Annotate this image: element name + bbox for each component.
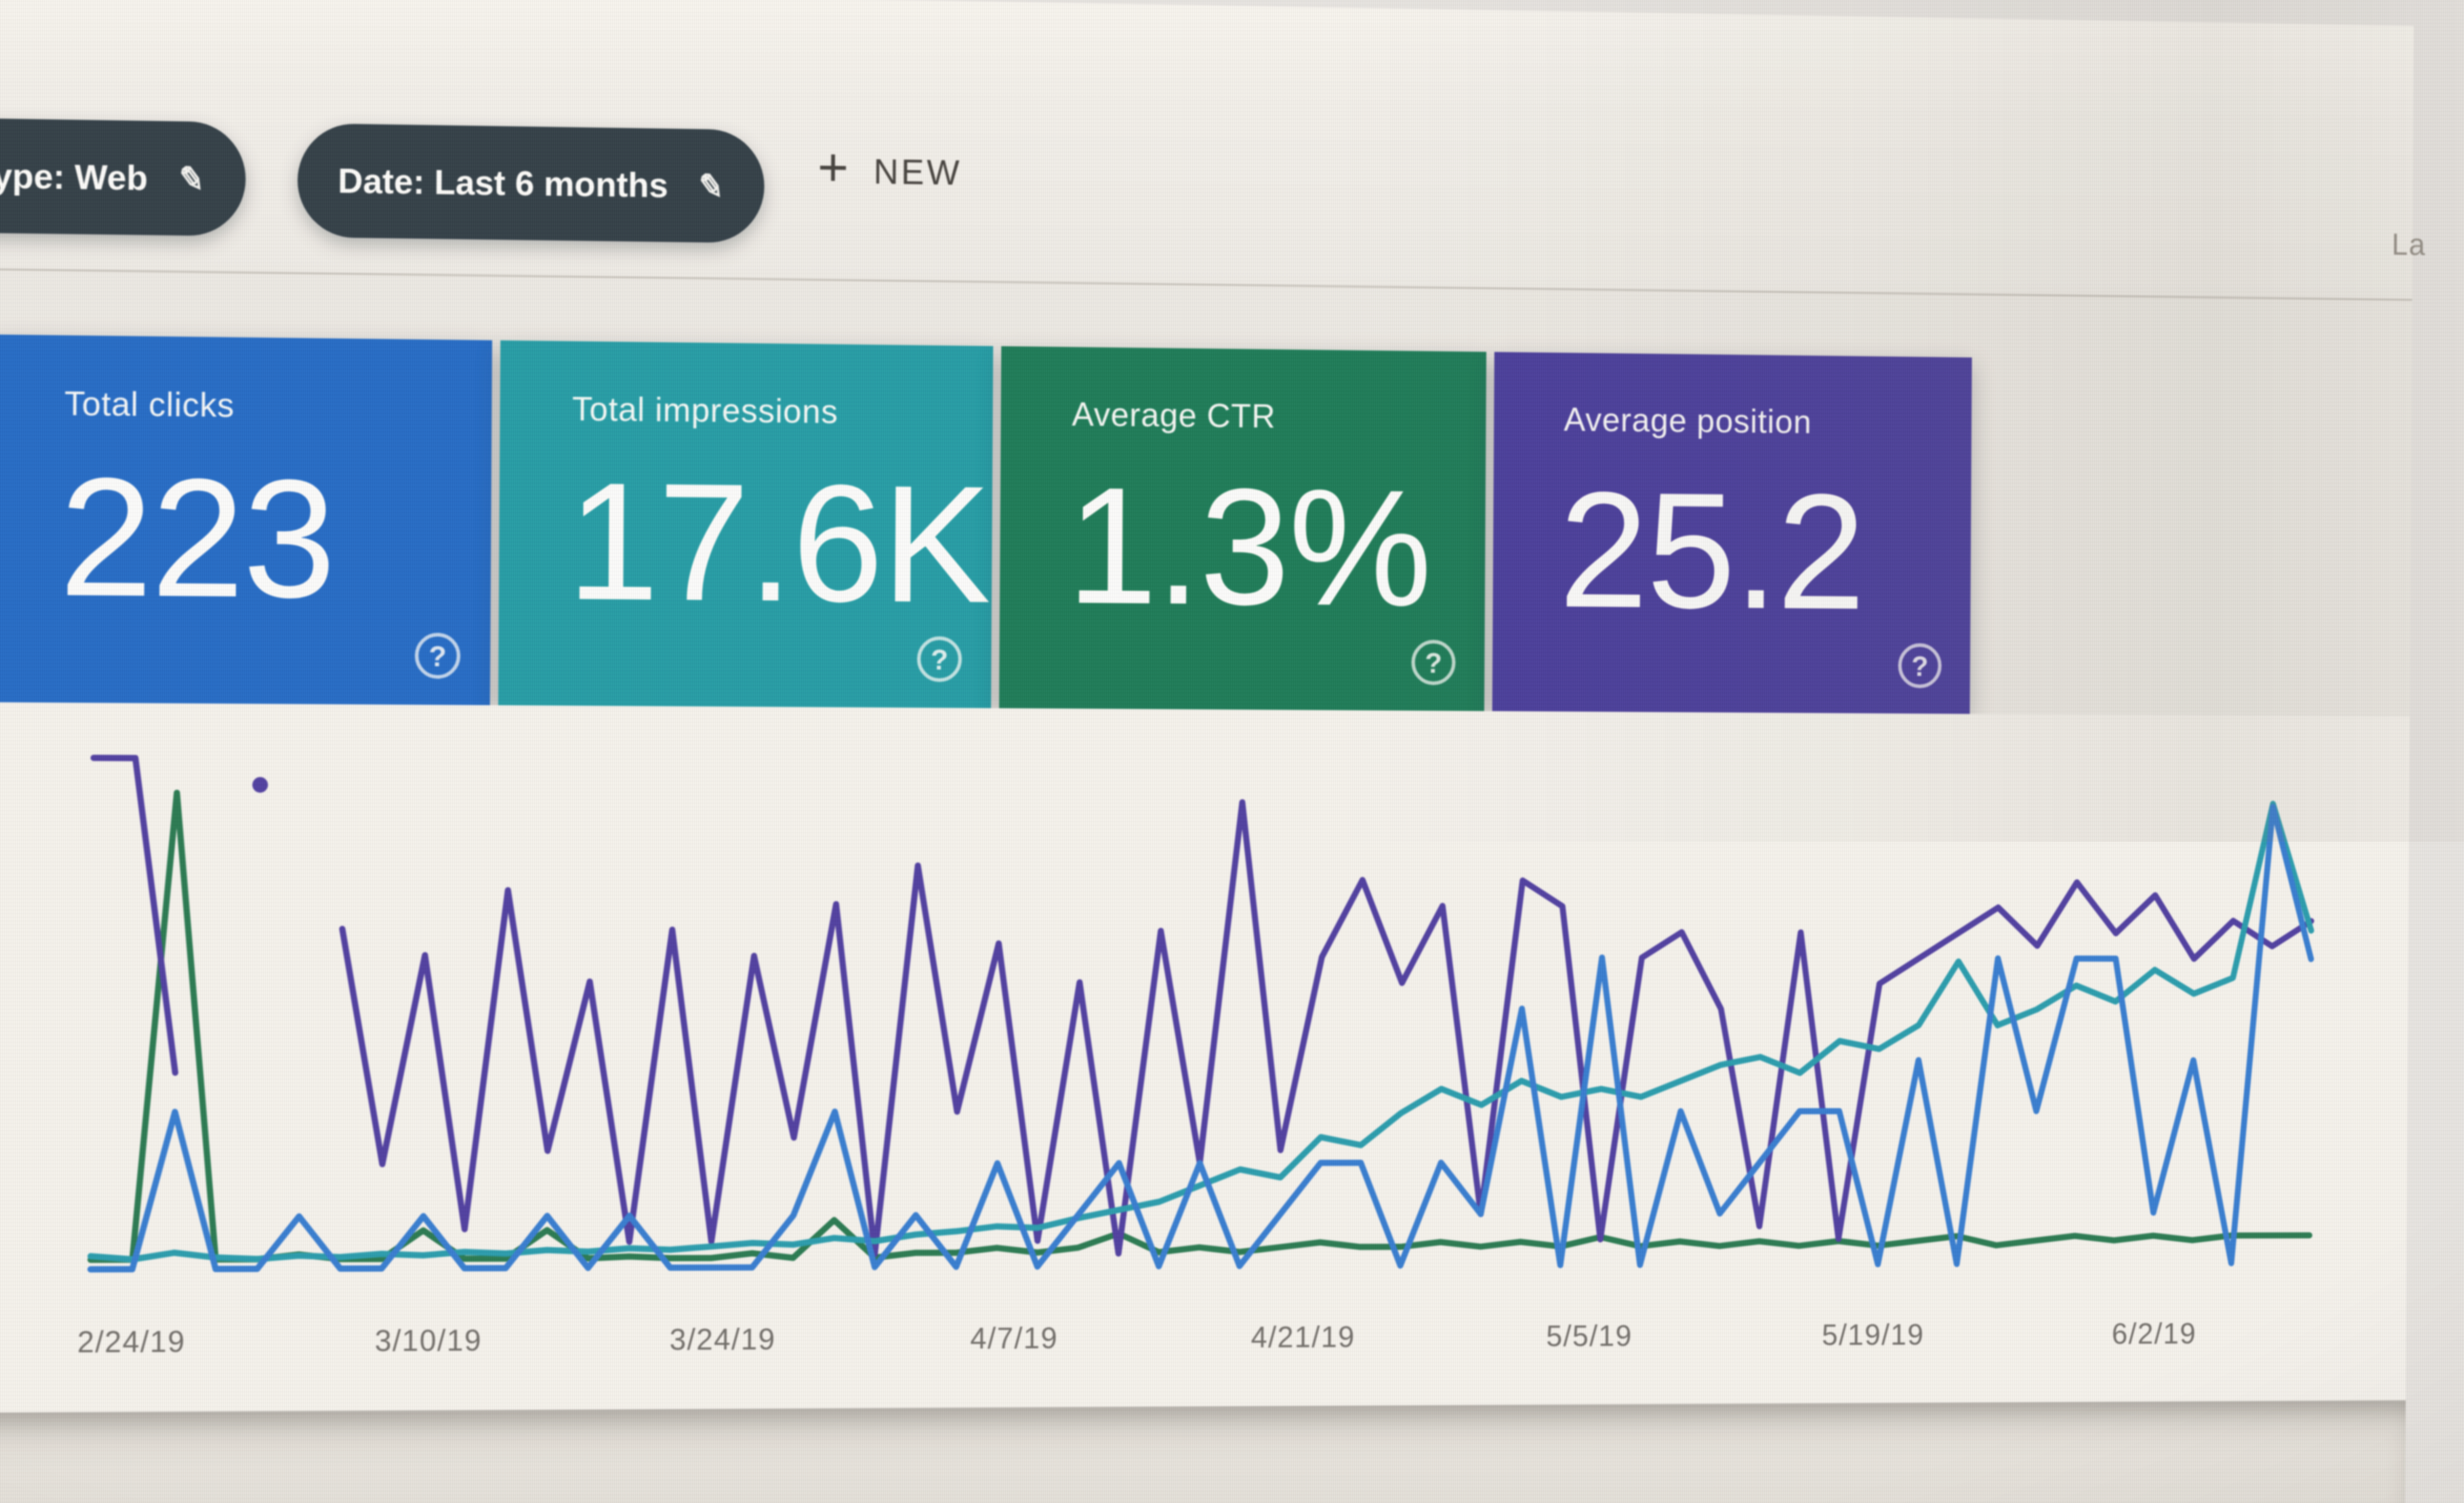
help-icon[interactable]: ? [1411, 640, 1456, 685]
x-axis-label: 3/24/19 [669, 1322, 776, 1357]
clicks-line [90, 797, 2312, 1269]
card-label: Total impressions [572, 389, 838, 430]
help-icon[interactable]: ? [1898, 643, 1942, 688]
ctr-line [90, 792, 2312, 1260]
edit-icon[interactable]: ✎ [695, 167, 727, 207]
filter-chips: type: Web ✎ Date: Last 6 months ✎ [0, 118, 765, 243]
summary-card-position[interactable]: Average position 25.2? [1492, 352, 1972, 714]
card-value: 1.3% [1066, 452, 1431, 641]
x-axis-label: 5/19/19 [1821, 1318, 1925, 1352]
summary-card-clicks[interactable]: Total clicks 223? [0, 334, 492, 705]
filter-chip-search-type[interactable]: type: Web ✎ [0, 118, 246, 236]
card-label: Average CTR [1072, 395, 1276, 435]
x-axis-label: 6/2/19 [2111, 1317, 2197, 1351]
impressions-line [90, 794, 2312, 1260]
summary-cards-row: Total clicks 223? Total impressions 17.6K? A… [0, 334, 1972, 714]
chart-panel: 2/24/19 3/10/19 3/24/19 4/7/19 4/21/19 5/5/19… [0, 702, 2410, 1413]
x-axis-label: 3/10/19 [374, 1323, 482, 1358]
plus-icon: + [817, 137, 851, 198]
card-value: 223 [59, 442, 335, 633]
filter-chip-label: Date: Last 6 months [337, 161, 669, 205]
card-value: 25.2 [1558, 458, 1865, 644]
position-isolated-point [252, 777, 268, 793]
x-axis-label: 4/7/19 [970, 1321, 1059, 1355]
card-label: Average position [1564, 400, 1812, 440]
summary-card-impressions[interactable]: Total impressions 17.6K? [498, 340, 993, 708]
filter-bar: type: Web ✎ Date: Last 6 months ✎ + NEW La [0, 0, 2426, 301]
card-label: Total clicks [64, 384, 235, 425]
page-bottom-divider [0, 1400, 2406, 1503]
filter-chip-date-range[interactable]: Date: Last 6 months ✎ [297, 123, 765, 243]
filter-chip-label: type: Web [0, 156, 148, 198]
performance-line-chart[interactable] [48, 734, 2322, 1312]
edit-icon[interactable]: ✎ [175, 159, 208, 199]
x-axis-label: 4/21/19 [1250, 1320, 1356, 1354]
x-axis-label: 5/5/19 [1546, 1319, 1633, 1353]
x-axis-label: 2/24/19 [77, 1324, 186, 1360]
help-icon[interactable]: ? [917, 636, 962, 682]
new-filter-label: NEW [873, 151, 962, 192]
help-icon[interactable]: ? [415, 632, 461, 679]
new-filter-button[interactable]: + NEW [817, 137, 962, 198]
card-value: 17.6K [567, 448, 991, 638]
clipped-last-updated-text: La [2391, 227, 2426, 262]
summary-card-ctr[interactable]: Average CTR 1.3%? [999, 346, 1486, 712]
